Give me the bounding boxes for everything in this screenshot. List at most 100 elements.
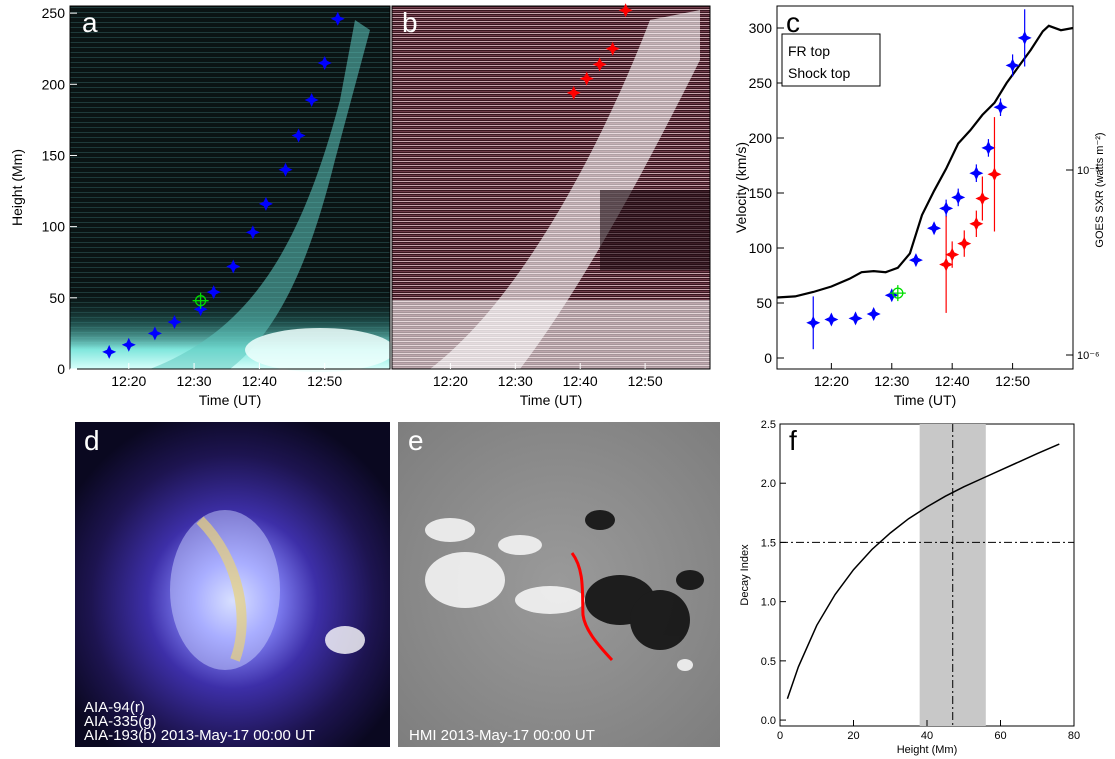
- x-tick-label: 80: [1068, 730, 1080, 742]
- panel-b-letter: b: [402, 7, 418, 38]
- data-point: [605, 41, 620, 56]
- data-point: [908, 253, 923, 268]
- data-point: [291, 128, 306, 143]
- x-tick-label: 12:50: [307, 373, 342, 389]
- x-tick-label: 0: [777, 730, 783, 742]
- panel-a-bright-core: [245, 328, 395, 372]
- panel-e-positive-polarity: [425, 518, 693, 671]
- y-tick-label: 1.5: [761, 537, 776, 549]
- y-tick-label: 100: [42, 219, 66, 235]
- panel-b: b 12:20 12:30 12:40 12:50 Time (UT): [391, 3, 711, 408]
- panel-f-plot: 0 20 40 60 80 0.0 0.5 1.0 1.5 2.0 2.5 Height (Mm) De…: [739, 419, 1080, 756]
- x-tick-label: 12:50: [995, 373, 1030, 389]
- y-tick-label: 200: [749, 130, 773, 146]
- y-tick-label: 1.0: [761, 597, 776, 609]
- panel-b-plot: 12:20 12:30 12:40 12:50 Time (UT): [433, 3, 663, 408]
- panel-e-polarity-inversion-line: [570, 552, 614, 662]
- x-axis-label: Time (UT): [199, 392, 261, 408]
- x-tick-label: 60: [994, 730, 1006, 742]
- data-point: [866, 307, 881, 321]
- panel-b-dark-region: [600, 190, 710, 270]
- panel-b-bright-band: [430, 10, 700, 369]
- data-point: [304, 92, 319, 107]
- data-point: [193, 302, 208, 317]
- x-tick-label: 12:20: [111, 373, 146, 389]
- y-tick-label: 0.0: [761, 715, 776, 727]
- panel-a: a 0 50 100 150 200 250 12:20 12:30 12:40 12:50 Tim…: [9, 5, 395, 408]
- panel-e-label: HMI 2013-May-17 00:00 UT: [409, 727, 595, 744]
- panel-d: d AIA-94(r) AIA-335(g) AIA-193(b) 2013-M…: [75, 422, 390, 747]
- y-tick-label: 0: [764, 350, 772, 366]
- data-point: [206, 285, 221, 300]
- y-tick-label: 50: [49, 290, 65, 306]
- y-tick-label: 250: [749, 75, 773, 91]
- x-axis-label: Time (UT): [520, 392, 582, 408]
- panel-a-plot: 0 50 100 150 200 250 12:20 12:30 12:40 12:50 Time …: [9, 5, 345, 408]
- panel-b-frame: [391, 5, 711, 370]
- x-tick-label: 12:30: [498, 373, 533, 389]
- panel-a-frame: [69, 5, 391, 370]
- panel-d-label-335: AIA-335(g): [84, 713, 157, 730]
- legend: FR top Shock top: [781, 33, 881, 87]
- panel-c-plot: 0 50 100 150 200 250 300 12:20 12:30 12:40 12:50 Ti…: [733, 9, 1106, 408]
- data-point: [981, 140, 996, 155]
- data-point: [102, 344, 117, 359]
- data-point: [317, 55, 332, 70]
- data-point: [848, 311, 863, 326]
- panel-a-eruption-trail: [150, 20, 370, 369]
- x-axis-label: Time (UT): [894, 392, 956, 408]
- data-point: [951, 190, 966, 205]
- x-tick-label: 12:50: [628, 373, 663, 389]
- data-point: [566, 85, 581, 100]
- right-tick-label: 10⁻⁵: [1077, 165, 1100, 177]
- panel-d-label-193: AIA-193(b) 2013-May-17 00:00 UT: [84, 727, 315, 744]
- y-tick-label: 2.5: [761, 419, 776, 431]
- data-point: [939, 257, 954, 272]
- right-axis-label: GOES SXR (watts m⁻²): [1094, 132, 1106, 247]
- panel-d-label-94: AIA-94(r): [84, 699, 145, 716]
- y-axis-label: Decay Index: [739, 544, 751, 606]
- panel-e-letter: e: [408, 425, 424, 456]
- decay-index-curve: [786, 443, 1060, 700]
- y-tick-label: 300: [749, 20, 773, 36]
- panel-d-letter: d: [84, 425, 100, 456]
- legend-entry: FR top: [788, 43, 830, 59]
- data-point: [330, 11, 345, 26]
- panel-b-lower-band: [392, 300, 710, 369]
- y-axis-label: Velocity (km/s): [733, 142, 749, 233]
- x-tick-label: 40: [921, 730, 933, 742]
- y-tick-label: 0.5: [761, 656, 776, 668]
- data-point: [278, 162, 293, 177]
- y-axis-label: Height (Mm): [9, 149, 25, 226]
- y-tick-label: 200: [42, 76, 66, 92]
- onset-marker: [889, 285, 906, 302]
- y-tick-label: 2.0: [761, 478, 776, 490]
- panel-d-active-region: [170, 510, 280, 670]
- y-tick-label: 150: [42, 147, 66, 163]
- data-point: [824, 312, 839, 327]
- x-axis-label: Height (Mm): [897, 744, 958, 756]
- panel-c: c 0 50 100 150 200 250 300 12:20 12:30 12:40 12:50…: [733, 5, 1106, 408]
- data-point: [121, 337, 136, 352]
- data-point: [927, 221, 942, 236]
- data-point: [957, 236, 972, 251]
- x-tick-label: 12:20: [814, 373, 849, 389]
- panel-d-bright-spot: [325, 626, 365, 654]
- x-tick-label: 12:40: [242, 373, 277, 389]
- panel-e: e HMI 2013-May-17 00:00 UT: [398, 422, 720, 747]
- x-tick-label: 12:30: [874, 373, 909, 389]
- panel-c-letter: c: [786, 7, 800, 38]
- y-tick-label: 100: [749, 240, 773, 256]
- data-point: [226, 259, 241, 274]
- data-point: [245, 225, 260, 240]
- y-tick-label: 50: [756, 295, 772, 311]
- x-tick-label: 12:40: [935, 373, 970, 389]
- data-point: [993, 100, 1008, 115]
- data-point: [969, 216, 984, 231]
- legend-entry: Shock top: [788, 65, 850, 81]
- panel-f: 0 20 40 60 80 0.0 0.5 1.0 1.5 2.0 2.5 Height (Mm) De…: [739, 419, 1080, 756]
- data-point: [987, 167, 1002, 182]
- right-tick-label: 10⁻⁶: [1077, 350, 1100, 362]
- data-point: [806, 315, 821, 330]
- data-point: [579, 71, 594, 86]
